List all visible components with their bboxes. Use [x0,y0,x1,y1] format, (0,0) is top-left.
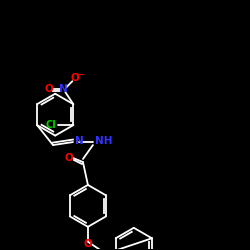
Text: NH: NH [95,136,112,146]
Text: O: O [44,84,53,94]
Text: O: O [84,239,92,249]
Text: −: − [76,70,85,80]
Text: N: N [59,84,68,94]
Text: O: O [64,153,73,163]
Text: O: O [71,73,80,83]
Text: Cl: Cl [46,120,56,130]
Text: N: N [75,136,84,146]
